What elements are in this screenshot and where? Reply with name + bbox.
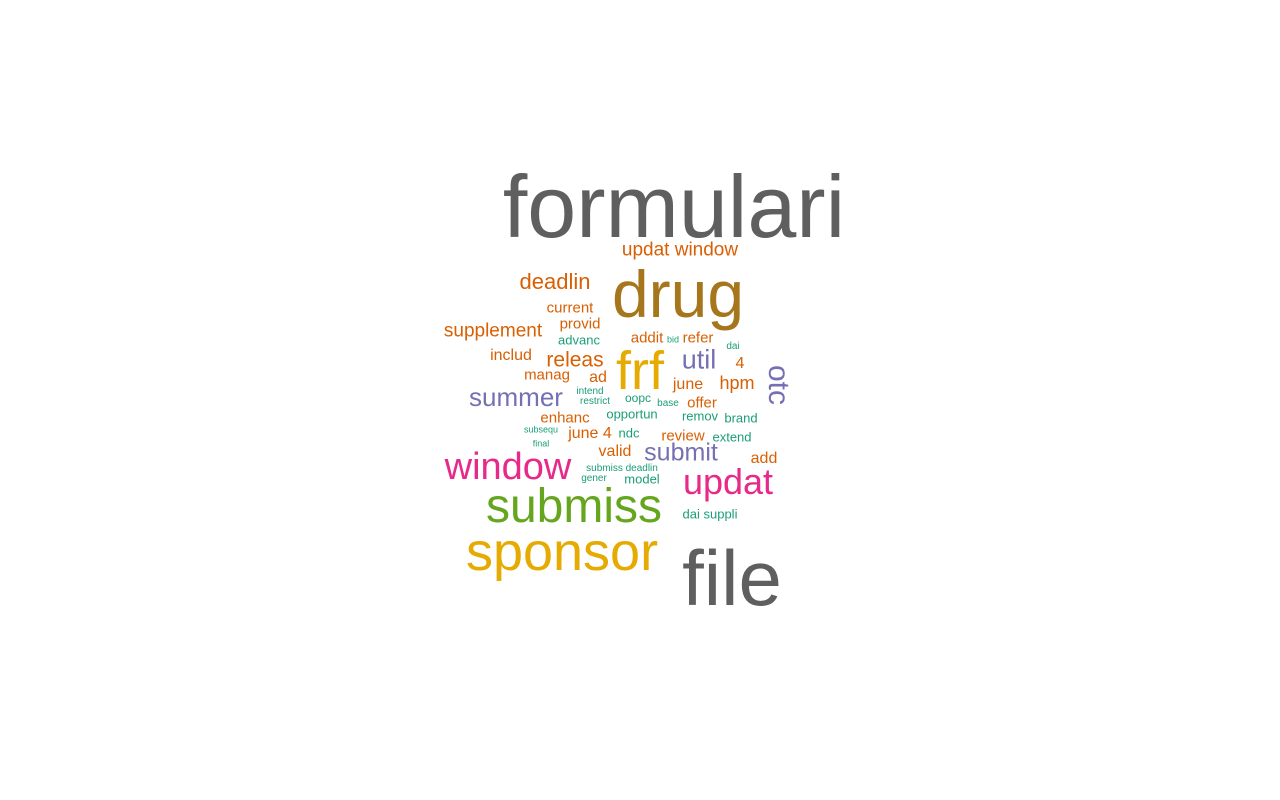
word-add: add [750,450,778,467]
word-provid: provid [559,315,601,333]
word-subsequ: subsequ [523,424,559,435]
word-submiss: submiss [485,480,663,533]
word-hpm: hpm [719,373,755,393]
word-summer: summer [469,382,563,412]
word-ad: ad [589,369,607,386]
word-otc: otc [762,364,795,406]
word-util: util [681,344,717,375]
word-ndc: ndc [618,425,640,441]
word-restrict: restrict [580,396,610,407]
word-supplement: supplement [443,320,543,342]
word-offer: offer [687,394,717,412]
word-extend: extend [712,429,752,445]
word-advanc: advanc [558,332,600,348]
word-opportun: opportun [606,406,658,422]
word-current: current [546,299,594,317]
word-base: base [657,398,679,409]
word-review: review [661,427,705,445]
word-oopc: oopc [624,391,652,405]
word-intend: intend [576,386,604,397]
word-4: 4 [735,355,745,372]
word-submiss-deadlin: submiss deadlin [586,463,658,474]
word-remov: remov [681,408,719,424]
word-updat-window: updat window [621,239,739,261]
word-submit: submit [644,438,718,467]
word-drug: drug [611,257,745,331]
word-brand: brand [724,410,758,426]
word-manag: manag [524,366,570,384]
word-final: final [532,438,550,449]
word-sponsor: sponsor [465,522,659,582]
word-gener: gener [581,473,607,484]
word-updat: updat [682,461,774,502]
word-bid: bid [666,334,680,345]
word-model: model [624,471,660,487]
word-dai: dai [726,341,740,352]
word-includ: includ [490,347,532,364]
word-dai-suppli: dai suppli [682,506,738,522]
word-valid: valid [598,443,632,460]
word-formulari: formulari [502,157,846,256]
word-file: file [682,534,782,622]
word-addit: addit [630,329,664,347]
word-june: june [672,376,704,393]
word-refer: refer [682,329,714,347]
word-releas: releas [546,348,604,372]
word-june-4: june 4 [568,425,612,442]
word-enhanc: enhanc [540,409,590,427]
word-window: window [444,446,572,488]
word-frf: frf [616,341,664,401]
word-deadlin: deadlin [519,269,591,294]
